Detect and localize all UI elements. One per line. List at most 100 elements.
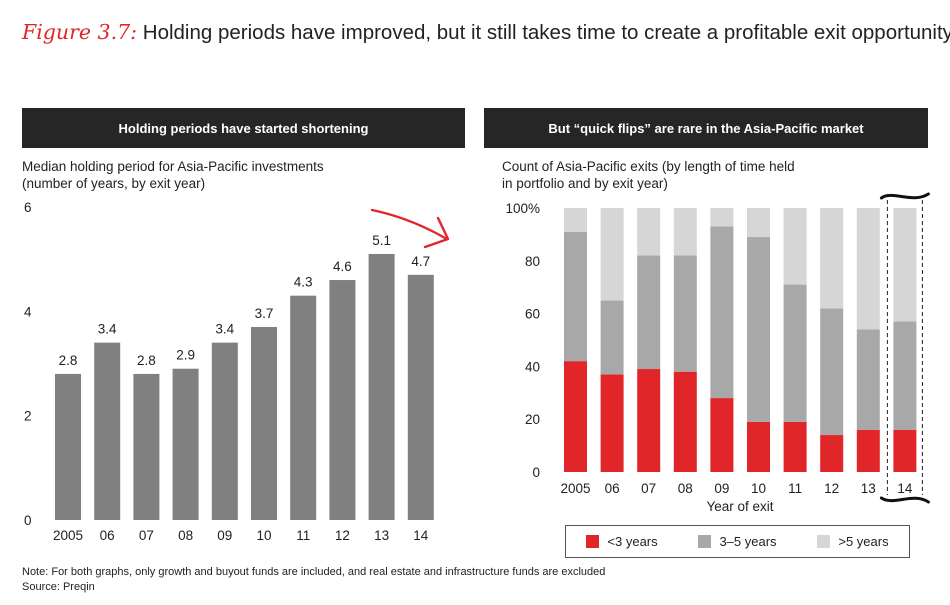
x-tick-label: 06 (100, 528, 115, 543)
left-subtitle-line-1: Median holding period for Asia-Pacific i… (22, 159, 324, 174)
x-tick-label: 14 (897, 481, 913, 496)
y-tick-label: 4 (24, 304, 32, 319)
bar (368, 253, 395, 520)
bar-segment (747, 208, 770, 238)
bar-segment (710, 208, 734, 227)
x-axis-label: Year of exit (706, 499, 773, 514)
bar (55, 373, 81, 520)
bar (172, 368, 199, 520)
legend-swatch-mid-gray (698, 535, 712, 548)
trend-arrow-shaft (370, 208, 447, 240)
bar-segment (600, 300, 624, 375)
legend-swatch-red (586, 535, 600, 548)
y-tick-label: 40 (525, 359, 540, 374)
x-tick-label: 10 (751, 481, 766, 496)
data-label: 4.3 (294, 275, 313, 290)
x-tick-label: 07 (139, 528, 154, 543)
bar-segment (893, 208, 917, 322)
highlight-box-sides (886, 200, 923, 495)
x-tick-label: 12 (824, 481, 839, 496)
bar (133, 373, 160, 520)
bar-segment (710, 398, 734, 472)
legend-item-over-5: >5 years (817, 534, 889, 549)
data-label: 4.6 (333, 259, 352, 274)
bar (407, 274, 434, 520)
legend-item-3-to-5: 3–5 years (698, 534, 777, 549)
legend-item-under-3: <3 years (586, 534, 658, 549)
bar (329, 280, 356, 520)
figure-title-text: Holding periods have improved, but it st… (142, 21, 950, 44)
bar-segment (637, 369, 661, 472)
legend-label: <3 years (607, 534, 658, 549)
bar-segment (637, 208, 661, 256)
y-tick-label: 20 (525, 412, 540, 427)
trend-arrow-head (423, 216, 450, 249)
bar-segment (893, 321, 917, 430)
data-label: 4.7 (411, 254, 430, 269)
y-tick-label: 2 (24, 409, 32, 424)
highlight-brush-top (879, 192, 930, 200)
left-subtitle-line-2: (number of years, by exit year) (22, 176, 206, 191)
left-panel-header: Holding periods have started shortening (22, 108, 465, 148)
x-tick-label: 12 (335, 528, 350, 543)
data-label: 3.4 (98, 322, 117, 337)
x-tick-label: 11 (788, 481, 802, 496)
bar-segment (783, 208, 807, 285)
y-tick-label: 60 (525, 307, 540, 322)
x-tick-label: 08 (678, 481, 693, 496)
x-tick-label: 2005 (53, 528, 83, 543)
bar-segment (747, 237, 770, 422)
data-label: 2.8 (59, 353, 78, 368)
bar (290, 295, 317, 520)
x-tick-label: 11 (296, 528, 310, 543)
bar-segment (564, 231, 587, 362)
x-tick-label: 09 (217, 528, 232, 543)
chart-note: Note: For both graphs, only growth and b… (22, 566, 606, 578)
bar-segment (820, 208, 844, 309)
y-tick-label: 80 (525, 254, 540, 269)
right-subtitle-line-2: in portfolio and by exit year) (502, 176, 668, 191)
bar-segment (564, 361, 587, 472)
legend-label: 3–5 years (719, 534, 777, 549)
figure-label: Figure 3.7: (22, 20, 138, 44)
figure-title: Figure 3.7: Holding periods have improve… (22, 20, 950, 45)
bar-segment (856, 429, 880, 472)
x-tick-label: 07 (641, 481, 656, 496)
x-tick-label: 08 (178, 528, 193, 543)
right-chart-subtitle: Count of Asia-Pacific exits (by length o… (502, 158, 795, 192)
legend-label: >5 years (838, 534, 889, 549)
bar-segment (747, 421, 770, 472)
bar-segment (600, 374, 624, 472)
x-tick-label: 06 (605, 481, 620, 496)
chart-legend: <3 years 3–5 years >5 years (565, 525, 910, 558)
x-tick-label: 2005 (560, 481, 590, 496)
bar (251, 326, 277, 520)
bar-segment (673, 255, 697, 372)
bar-segment (600, 208, 624, 301)
x-tick-label: 13 (374, 528, 389, 543)
right-subtitle-line-1: Count of Asia-Pacific exits (by length o… (502, 159, 795, 174)
right-panel-header: But “quick flips” are rare in the Asia-P… (484, 108, 928, 148)
bar (94, 342, 121, 520)
x-tick-label: 13 (861, 481, 876, 496)
bar-segment (783, 421, 807, 472)
y-tick-label: 100% (505, 201, 540, 216)
bar-segment (893, 429, 917, 472)
y-tick-label: 0 (24, 513, 32, 528)
bar (211, 342, 238, 520)
bar-segment (673, 371, 697, 472)
legend-swatch-light-gray (817, 535, 831, 548)
data-label: 3.7 (255, 306, 274, 321)
data-label: 2.9 (176, 348, 195, 363)
left-chart-subtitle: Median holding period for Asia-Pacific i… (22, 158, 324, 192)
bar-segment (673, 208, 697, 256)
y-tick-label: 6 (24, 200, 32, 215)
data-label: 2.8 (137, 353, 156, 368)
bar-segment (856, 208, 880, 330)
bar-segment (820, 308, 844, 436)
bar-segment (710, 226, 734, 399)
highlight-brush-bottom (879, 496, 930, 504)
x-tick-label: 09 (714, 481, 729, 496)
